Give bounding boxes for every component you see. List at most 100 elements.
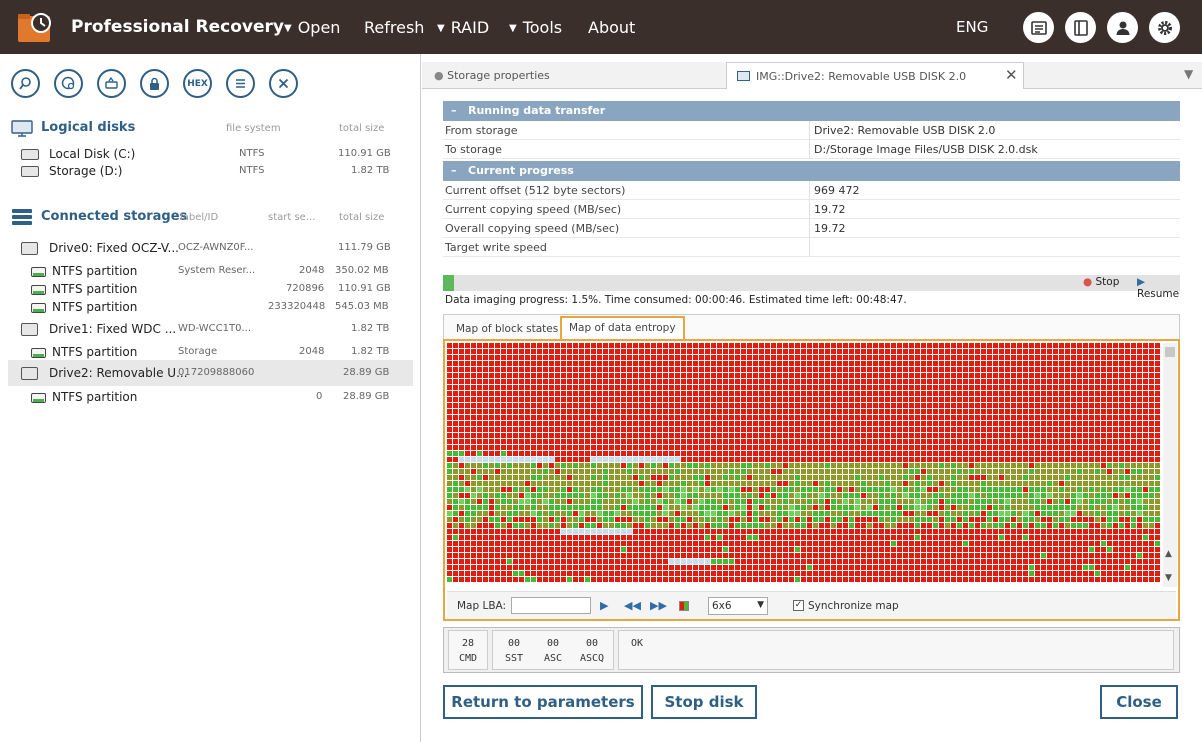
entropy-cell	[741, 427, 746, 432]
partition-row[interactable]: NTFS partition 233320448 545.03 MB	[0, 298, 421, 316]
entropy-cell	[807, 541, 812, 546]
stop-button[interactable]: ● Stop	[1083, 276, 1120, 288]
entropy-cell	[507, 517, 512, 522]
menu-refresh[interactable]: Refresh	[364, 18, 425, 37]
entropy-cell	[897, 391, 902, 396]
tab-close-icon[interactable]: ✕	[1005, 66, 1018, 84]
entropy-cell	[1143, 385, 1148, 390]
entropy-cell	[1101, 517, 1106, 522]
entropy-cell	[591, 559, 596, 564]
entropy-cell	[837, 511, 842, 516]
explore-button[interactable]	[11, 69, 40, 98]
entropy-cell	[507, 577, 512, 582]
entropy-cell	[1143, 415, 1148, 420]
partition-row[interactable]: NTFS partition System Reser... 2048 350.…	[0, 262, 421, 280]
tab-list-icon[interactable]: ▼	[1184, 67, 1194, 81]
entropy-cell	[957, 391, 962, 396]
hex-button[interactable]: HEX	[183, 69, 212, 98]
return-to-parameters-button[interactable]: Return to parameters	[443, 685, 643, 719]
cell-size-select[interactable]: 6x6 ▼	[708, 597, 768, 615]
storage-row-drive0[interactable]: Drive0: Fixed OCZ-V... OCZ-AWNZ0F... 111…	[0, 239, 421, 257]
scan-button[interactable]	[54, 69, 83, 98]
entropy-cell	[879, 469, 884, 474]
storage-row-drive2-selected[interactable]: Drive2: Removable U... 017209888060 28.8…	[8, 360, 413, 386]
menu-about[interactable]: About	[588, 18, 636, 37]
entropy-cell	[957, 565, 962, 570]
entropy-cell	[687, 463, 692, 468]
entropy-cell	[897, 361, 902, 366]
entropy-cell	[603, 517, 608, 522]
resume-button[interactable]: ▶ Resume	[1137, 276, 1180, 300]
entropy-cell	[519, 559, 524, 564]
stop-disk-button[interactable]: Stop disk	[651, 685, 757, 719]
logical-disk-row[interactable]: Storage (D:) NTFS 1.82 TB	[0, 162, 421, 180]
entropy-cell	[711, 541, 716, 546]
entropy-cell	[681, 547, 686, 552]
close-storage-button[interactable]	[269, 69, 298, 98]
tab-imaging[interactable]: IMG::Drive2: Removable USB DISK 2.0	[726, 62, 1024, 89]
go-icon[interactable]: ▶	[600, 599, 609, 612]
scroll-down-icon[interactable]: ▼	[1165, 573, 1172, 583]
entropy-cell	[753, 421, 758, 426]
encryption-button[interactable]	[140, 69, 169, 98]
entropy-cell	[477, 391, 482, 396]
entropy-cell	[999, 397, 1004, 402]
running-transfer-header[interactable]: – Running data transfer	[443, 101, 1180, 121]
settings-button[interactable]	[1149, 12, 1180, 43]
image-button[interactable]	[97, 69, 126, 98]
entropy-cell	[675, 355, 680, 360]
entropy-cell	[963, 535, 968, 540]
entropy-cell	[879, 433, 884, 438]
entropy-cell	[465, 481, 470, 486]
entropy-cell	[933, 379, 938, 384]
entropy-cell	[849, 427, 854, 432]
account-button[interactable]	[1107, 12, 1138, 43]
list-button[interactable]	[226, 69, 255, 98]
entropy-grid[interactable]	[447, 343, 1161, 587]
entropy-cell	[837, 433, 842, 438]
current-progress-header[interactable]: – Current progress	[443, 161, 1180, 181]
entropy-cell	[573, 517, 578, 522]
scroll-thumb[interactable]	[1165, 347, 1175, 357]
partition-row[interactable]: NTFS partition Storage 2048 1.82 TB	[0, 343, 421, 361]
entropy-cell	[1053, 523, 1058, 528]
language-selector[interactable]: ENG	[956, 18, 989, 36]
entropy-cell	[519, 535, 524, 540]
rewind-icon[interactable]: ◀◀	[624, 599, 641, 612]
entropy-cell	[531, 475, 536, 480]
entropy-cell	[651, 529, 656, 534]
entropy-cell	[1143, 505, 1148, 510]
storage-row-drive1[interactable]: Drive1: Fixed WDC ... WD-WCC1T0... 1.82 …	[0, 320, 421, 338]
partition-row[interactable]: NTFS partition 720896 110.91 GB	[0, 280, 421, 298]
tab-storage-properties[interactable]: ● Storage properties	[434, 69, 550, 82]
scroll-up-icon[interactable]: ▲	[1165, 549, 1172, 559]
tab-block-states[interactable]: Map of block states	[456, 323, 559, 335]
entropy-cell	[603, 493, 608, 498]
close-button[interactable]: Close	[1100, 685, 1178, 719]
entropy-cell	[975, 433, 980, 438]
logical-disk-row[interactable]: Local Disk (C:) NTFS 110.91 GB	[0, 145, 421, 163]
partition-row[interactable]: NTFS partition 0 28.89 GB	[0, 388, 421, 406]
fast-forward-icon[interactable]: ▶▶	[650, 599, 667, 612]
entropy-cell	[681, 439, 686, 444]
menu-raid[interactable]: ▼ RAID	[437, 18, 490, 37]
tab-data-entropy[interactable]: Map of data entropy	[560, 316, 685, 340]
legend-icon[interactable]	[679, 601, 689, 611]
entropy-cell	[1077, 379, 1082, 384]
entropy-cell	[609, 445, 614, 450]
entropy-cell	[807, 373, 812, 378]
sync-map-checkbox[interactable]: ✓	[793, 600, 804, 611]
entropy-cell	[1047, 409, 1052, 414]
entropy-cell	[747, 577, 752, 582]
entropy-cell	[915, 511, 920, 516]
map-lba-input[interactable]	[511, 597, 591, 614]
entropy-cell	[519, 433, 524, 438]
log-button[interactable]	[1023, 12, 1054, 43]
panel-toggle-button[interactable]	[1065, 12, 1096, 43]
menu-tools[interactable]: ▼ Tools	[509, 18, 563, 37]
map-scrollbar[interactable]: ▲ ▼	[1163, 343, 1177, 587]
menu-open[interactable]: ▼ Open	[284, 18, 341, 37]
entropy-cell	[591, 451, 596, 456]
entropy-cell	[993, 493, 998, 498]
entropy-cell	[993, 505, 998, 510]
